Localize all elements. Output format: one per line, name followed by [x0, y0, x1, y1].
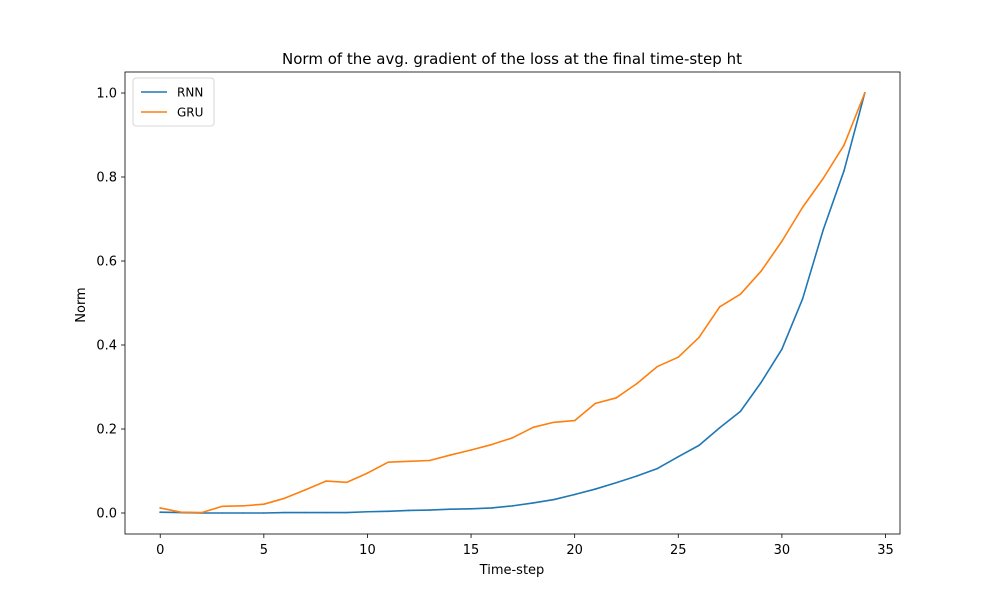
data-point-rnn	[636, 475, 638, 477]
data-point-gru	[698, 336, 700, 339]
x-tick-label: 30	[774, 543, 791, 558]
data-point-gru	[739, 293, 742, 295]
legend: RNN GRU	[132, 77, 215, 127]
x-tick-label: 20	[566, 543, 583, 558]
data-point-rnn	[553, 498, 555, 501]
data-point-gru	[200, 511, 203, 514]
data-point-gru	[532, 426, 535, 429]
data-point-gru	[594, 402, 597, 405]
data-point-rnn	[801, 298, 804, 300]
data-point-gru	[511, 437, 514, 439]
x-tick-label: 5	[260, 543, 268, 558]
data-point-rnn	[449, 508, 452, 511]
data-point-gru	[304, 489, 307, 491]
data-point-rnn	[656, 467, 659, 470]
data-point-gru	[573, 419, 576, 422]
y-axis-label: Norm	[74, 287, 89, 322]
data-point-gru	[781, 240, 783, 243]
data-point-rnn	[366, 510, 369, 513]
data-point-rnn	[511, 505, 514, 507]
data-point-gru	[677, 356, 680, 358]
x-axis-label: Time-step	[479, 563, 545, 578]
data-point-rnn	[304, 511, 307, 514]
data-point-gru	[428, 459, 431, 462]
axes-frame	[124, 71, 901, 535]
data-point-gru	[801, 206, 804, 209]
legend-box	[132, 77, 215, 127]
legend-label-rnn: RNN	[177, 86, 203, 100]
data-point-rnn	[325, 511, 327, 514]
data-point-gru	[636, 382, 638, 385]
plot-area	[125, 72, 900, 534]
data-point-rnn	[387, 510, 389, 513]
y-tick-label: 0.0	[96, 507, 117, 522]
y-tick-label: 0.4	[96, 339, 117, 354]
data-point-gru	[159, 507, 162, 509]
plot-background	[125, 72, 900, 534]
y-tick-label: 0.8	[96, 171, 117, 186]
data-point-rnn	[594, 488, 597, 490]
legend-label-gru: GRU	[177, 106, 203, 120]
data-point-gru	[221, 505, 224, 508]
data-point-rnn	[221, 512, 224, 514]
data-point-gru	[615, 397, 617, 399]
y-tick-label: 1.0	[96, 87, 117, 102]
data-point-gru	[822, 177, 825, 180]
data-point-rnn	[283, 511, 286, 514]
data-point-gru	[387, 461, 389, 463]
data-point-rnn	[159, 511, 162, 513]
data-point-rnn	[698, 444, 700, 447]
data-point-gru	[843, 144, 845, 146]
data-point-gru	[180, 511, 182, 513]
x-tick-label: 15	[463, 543, 480, 558]
axes-layer: 0 5 10 15 20 25 30 35 0.0 0.2 0.4 0.6 0.8 1.0	[96, 71, 901, 558]
data-point-rnn	[718, 426, 721, 429]
data-point-rnn	[242, 512, 244, 514]
data-point-rnn	[573, 493, 576, 496]
data-point-rnn	[345, 511, 348, 514]
data-point-gru	[470, 449, 472, 451]
data-point-gru	[760, 270, 762, 272]
data-point-rnn	[781, 348, 783, 351]
data-point-rnn	[739, 410, 742, 413]
data-point-gru	[490, 443, 493, 446]
data-point-rnn	[532, 502, 535, 504]
data-point-rnn	[263, 512, 265, 514]
data-point-gru	[553, 421, 555, 424]
data-point-gru	[366, 472, 369, 474]
data-point-rnn	[470, 508, 472, 510]
data-point-gru	[863, 92, 866, 94]
x-tick-label: 10	[359, 543, 376, 558]
data-point-rnn	[822, 228, 825, 231]
y-tick-label: 0.2	[96, 423, 117, 438]
data-point-gru	[408, 460, 410, 463]
data-point-gru	[345, 481, 348, 484]
series-layer	[159, 91, 866, 514]
y-tick-label: 0.6	[96, 255, 117, 270]
data-point-rnn	[615, 481, 617, 484]
data-point-gru	[449, 454, 452, 456]
data-point-gru	[718, 305, 721, 308]
data-point-gru	[242, 505, 244, 507]
data-point-gru	[325, 480, 327, 482]
data-point-gru	[283, 497, 286, 500]
x-tick-label: 35	[877, 543, 894, 558]
data-point-rnn	[760, 381, 762, 384]
data-point-rnn	[843, 169, 845, 172]
data-point-rnn	[428, 509, 431, 511]
data-point-gru	[263, 503, 265, 505]
data-point-rnn	[408, 509, 410, 512]
x-tick-label: 25	[670, 543, 687, 558]
x-tick-label: 0	[156, 543, 164, 558]
data-point-rnn	[677, 455, 680, 458]
data-point-rnn	[490, 507, 493, 509]
data-point-gru	[656, 365, 659, 368]
chart-title: Norm of the avg. gradient of the loss at…	[282, 50, 742, 68]
